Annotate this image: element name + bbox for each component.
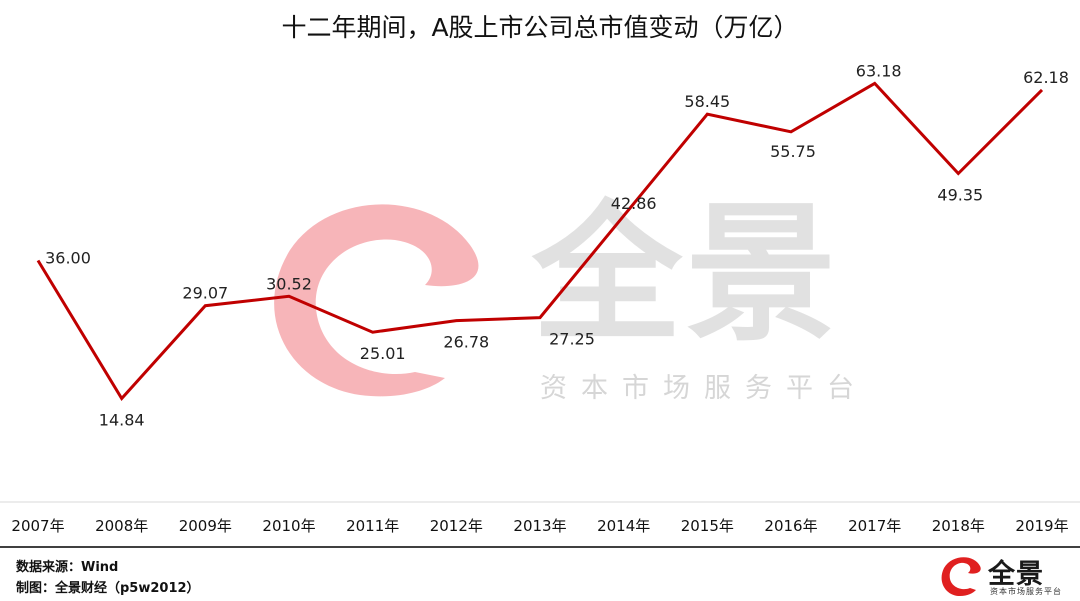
logo-tagline: 资本市场服务平台 <box>990 587 1062 596</box>
watermark-name: 全景 <box>532 188 841 362</box>
data-label: 42.86 <box>611 194 657 213</box>
x-tick-label: 2014年 <box>597 517 650 535</box>
x-tick-label: 2017年 <box>848 517 901 535</box>
x-tick-label: 2011年 <box>346 517 399 535</box>
x-tick-label: 2010年 <box>262 517 315 535</box>
x-tick-layer: 2007年 2008年 2009年 2010年 2011年 2012年 2013年 2014年… <box>11 517 1068 535</box>
data-label: 27.25 <box>549 330 595 349</box>
series-line-layer <box>36 81 1044 402</box>
x-tick-label: 2008年 <box>95 517 148 535</box>
data-label: 25.01 <box>360 344 406 363</box>
logo-name: 全景 <box>988 559 1044 590</box>
data-label: 63.18 <box>856 61 902 80</box>
x-tick-label: 2019年 <box>1015 517 1068 535</box>
data-label: 29.07 <box>182 284 228 303</box>
data-label: 14.84 <box>99 411 145 430</box>
x-tick-label: 2016年 <box>764 517 817 535</box>
value-label-layer: 36.00 14.84 29.07 30.52 25.01 26.78 27.25 42.86… <box>45 61 1069 429</box>
x-tick-label: 2007年 <box>11 517 64 535</box>
data-label: 30.52 <box>266 274 312 293</box>
data-label: 58.45 <box>684 92 730 111</box>
data-label: 26.78 <box>443 333 489 352</box>
x-tick-label: 2013年 <box>513 517 566 535</box>
chart-title: 十二年期间，A股上市公司总市值变动（万亿） <box>281 13 799 42</box>
data-source-note: 数据来源：Wind <box>16 560 119 575</box>
data-label: 55.75 <box>770 142 816 161</box>
x-tick-label: 2018年 <box>932 517 985 535</box>
axis-layer <box>0 501 1080 548</box>
brand-logo: 全景 资本市场服务平台 <box>938 552 1074 598</box>
data-label: 49.35 <box>937 186 983 205</box>
chart-credit-note: 制图：全景财经（p5w2012） <box>16 581 200 596</box>
data-label: 62.18 <box>1023 68 1069 87</box>
series-line <box>36 81 1044 402</box>
data-label: 36.00 <box>45 249 91 268</box>
x-tick-label: 2015年 <box>681 517 734 535</box>
watermark-tagline: 资本市场服务平台 <box>540 373 868 404</box>
x-tick-label: 2012年 <box>430 517 483 535</box>
logo-mark-icon <box>941 557 981 596</box>
x-tick-label: 2009年 <box>179 517 232 535</box>
